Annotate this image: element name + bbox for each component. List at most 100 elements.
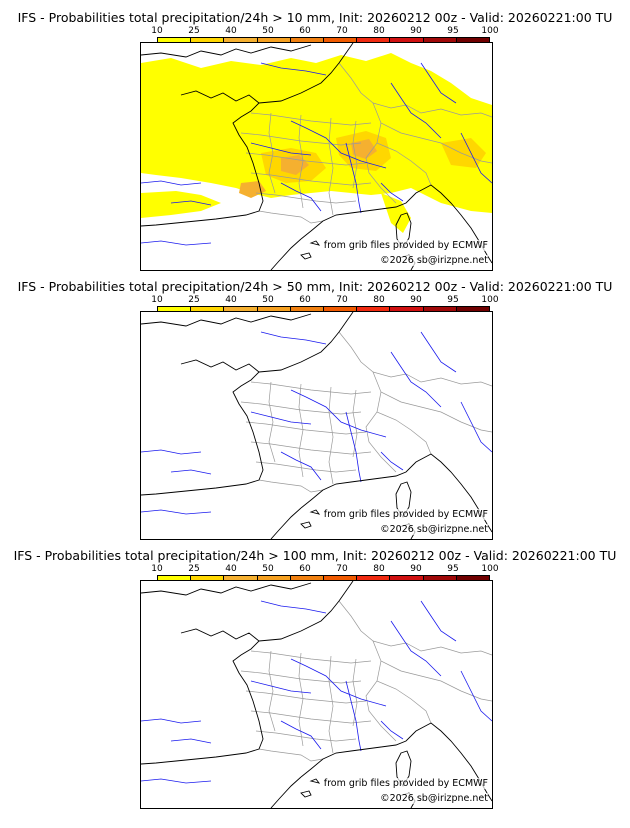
admin-border [258,748,324,762]
admin-border [255,461,357,473]
admin-border [328,655,334,754]
scale-swatch [290,576,325,583]
admin-border [328,386,334,485]
scale-tick-label: 90 [410,564,422,574]
admin-border [338,600,397,742]
scale-tick-label: 80 [373,26,385,36]
scale-swatch [456,307,490,314]
panel-title: IFS - Probabilities total precipitation/… [17,10,613,25]
scale-tick-label: 50 [262,564,274,574]
scale-tick-label: 25 [188,564,200,574]
river [390,82,442,139]
river [390,351,442,408]
scale-swatch [390,576,424,583]
coastline [300,722,492,802]
coastline [300,521,312,529]
source-credit: from grib files provided by ECMWF [323,778,488,789]
scale-tick-label: 90 [410,295,422,305]
scale-swatch [158,307,192,314]
coastline [258,581,354,642]
scale-ticks: 10 25 40 50 60 70 80 90 95 100 [151,295,498,305]
panel-10mm: IFS - Probabilities total precipitation/… [0,10,630,278]
coastline [309,240,321,246]
scale-swatch [158,38,192,45]
scale-tick-label: 100 [481,564,499,574]
river [460,132,492,184]
admin-border [250,381,372,395]
scale-tick-label: 95 [447,564,459,574]
river [280,720,322,750]
admin-border [376,142,432,186]
coastline [258,43,354,104]
scale-tick-label: 25 [188,26,200,36]
scale-swatch [324,38,358,45]
prob-area-high [281,155,309,175]
admin-border [372,371,492,387]
admin-border [298,652,304,747]
scale-tick-label: 40 [225,26,237,36]
admin-border [268,381,276,463]
admin-border [298,114,304,209]
scale-swatch [257,307,291,314]
admin-border [372,102,492,118]
scale-swatch [390,307,424,314]
copyright: ©2026 sb@irizpne.net [380,524,488,535]
admin-border [352,120,358,189]
scale-swatch [224,38,258,45]
admin-border [372,640,492,656]
river [345,680,362,752]
admin-border [268,650,276,732]
river [380,182,404,202]
scale-swatch [290,307,325,314]
coastline [141,313,312,327]
admin-border [298,383,304,478]
source-credit: from grib files provided by ECMWF [323,240,488,251]
admin-border [352,658,358,727]
admin-border [240,670,362,684]
river [250,411,312,425]
scale-tick-label: 80 [373,295,385,305]
coastline [141,90,264,227]
river [141,449,202,455]
coastline [270,776,302,808]
river [290,658,387,707]
admin-border [250,172,372,186]
scale-tick-label: 60 [299,26,311,36]
scale-tick-label: 100 [481,26,499,36]
river [420,331,457,373]
coastline [309,509,321,515]
scale-tick-label: 10 [151,26,163,36]
scale-tick-label: 25 [188,295,200,305]
scale-swatch [423,576,457,583]
scale-ticks: 10 25 40 50 60 70 80 90 95 100 [151,26,498,36]
scale-swatch [257,576,291,583]
scale-tick-label: 80 [373,564,385,574]
admin-border [245,421,367,435]
coastline [300,453,492,533]
prob-area-high [351,139,377,159]
river [290,120,387,169]
scale-tick-label: 60 [299,564,311,574]
admin-border [255,730,357,742]
admin-border [258,479,324,493]
river [280,182,322,212]
admin-border [338,331,397,473]
coastline [141,582,312,596]
admin-border [338,62,397,204]
river [260,62,327,76]
admin-border [376,411,432,455]
admin-border [250,710,372,724]
coastline [300,790,312,798]
river [141,509,212,515]
admin-border [250,650,372,664]
precip-map: from grib files provided by ECMWF ©2026 … [140,42,493,271]
admin-border [380,660,492,702]
scale-swatch [357,576,391,583]
coastline [300,184,492,264]
river [170,738,212,744]
river [390,620,442,677]
admin-border [250,441,372,455]
scale-swatch [423,38,457,45]
prob-area-low [141,191,221,218]
coastline [141,44,312,58]
